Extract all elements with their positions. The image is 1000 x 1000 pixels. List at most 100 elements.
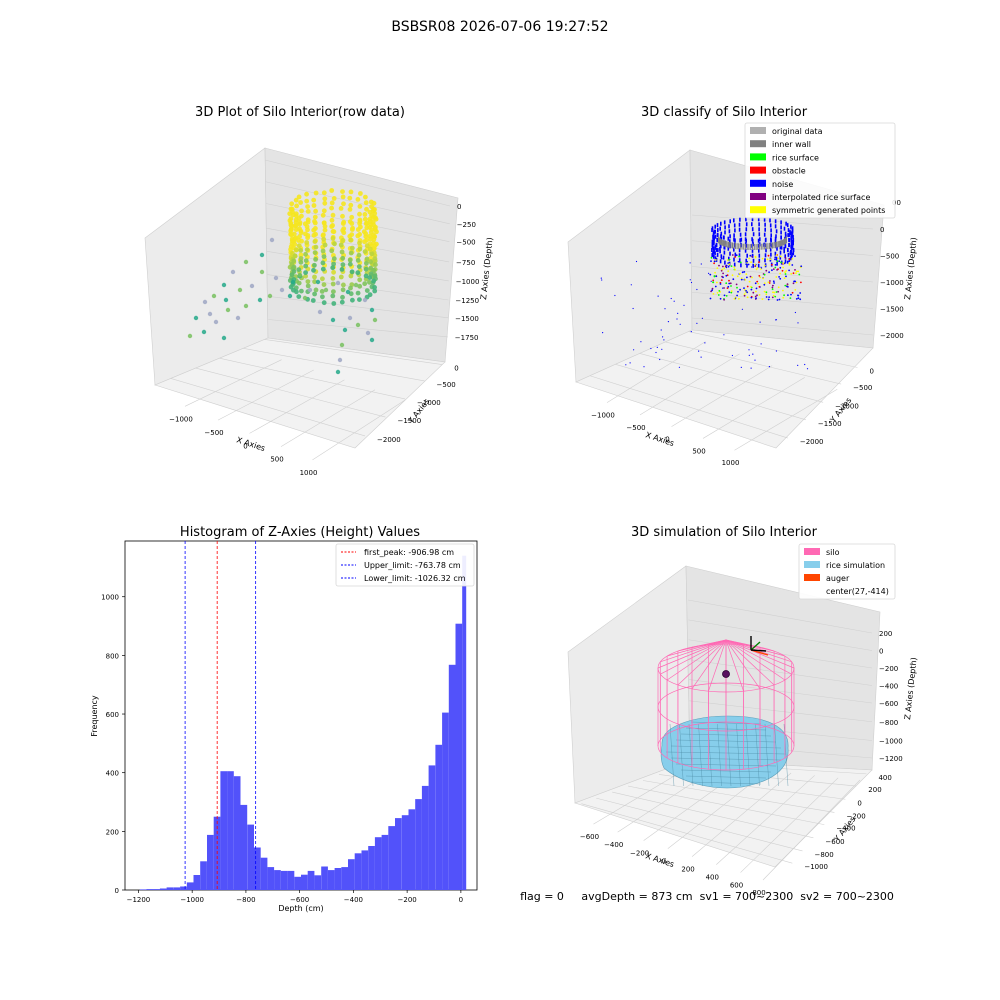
point: [362, 212, 368, 217]
wall-point: [777, 241, 779, 248]
mesh-line: [736, 723, 741, 787]
noise-point: [776, 261, 778, 266]
legend-box: [744, 122, 896, 219]
point: [362, 281, 368, 287]
noise-point: [676, 318, 678, 320]
classified-point: [720, 279, 723, 281]
z-tick: −800: [879, 719, 898, 727]
mesh-line: [745, 723, 751, 787]
point: [337, 357, 343, 363]
noise-point: [769, 218, 771, 223]
noise-point: [729, 219, 731, 224]
noise-point: [758, 222, 760, 227]
wall-point: [726, 241, 728, 248]
wall-point: [744, 243, 746, 250]
noise-point: [713, 239, 715, 244]
classified-point: [788, 263, 791, 266]
classified-point: [722, 265, 724, 268]
point: [312, 219, 317, 224]
point: [340, 238, 346, 243]
wall-point: [783, 238, 785, 245]
point: [367, 209, 373, 215]
point: [249, 283, 255, 289]
histogram-bar: [354, 853, 362, 890]
noise-point: [640, 341, 642, 343]
classified-point: [799, 298, 802, 301]
z-tick: −500: [456, 239, 475, 247]
point: [287, 293, 293, 299]
classified-point: [751, 276, 753, 279]
classified-point: [713, 262, 715, 265]
classified-point: [771, 269, 773, 272]
histogram-bar: [186, 882, 194, 890]
point: [372, 285, 377, 290]
center-marker: [722, 670, 730, 678]
legend-label: auger: [826, 574, 850, 583]
histogram-bar: [254, 847, 261, 890]
legend-label: noise: [772, 180, 793, 189]
classified-point: [722, 272, 724, 275]
x-tick: −500: [204, 429, 223, 437]
noise-point: [689, 279, 691, 281]
point: [372, 317, 378, 323]
histogram-bar: [193, 875, 201, 890]
histogram-bar: [442, 712, 449, 890]
point: [279, 287, 285, 293]
classified-point: [778, 260, 781, 263]
classified-point: [749, 254, 752, 257]
noise-point: [770, 233, 772, 238]
classified-point: [761, 298, 764, 300]
point: [331, 269, 336, 275]
wall-point: [733, 242, 735, 249]
classified-point: [729, 282, 732, 285]
classified-point: [794, 255, 796, 257]
point: [290, 279, 296, 285]
noise-point: [719, 226, 721, 231]
point: [357, 240, 362, 246]
classified-point: [712, 279, 715, 282]
noise-point: [724, 230, 726, 235]
noise-point: [752, 232, 755, 237]
legend-entries: first_peak: -906.98 cm Upper_limit: -763.…: [341, 548, 466, 583]
classified-point: [716, 281, 718, 284]
point: [288, 284, 294, 290]
point: [355, 270, 361, 276]
classified-point: [731, 254, 734, 256]
classified-point: [740, 277, 743, 280]
noise-point: [788, 238, 791, 243]
z-tick: −200: [879, 665, 898, 673]
classified-point: [754, 265, 757, 267]
noise-point: [728, 224, 730, 229]
z-tick: −600: [879, 700, 898, 708]
noise-point: [744, 237, 747, 242]
point: [331, 229, 337, 235]
classified-point: [765, 296, 768, 298]
point: [297, 272, 303, 278]
noise-point: [785, 221, 787, 226]
histogram-bar: [274, 870, 281, 890]
classified-point: [763, 290, 766, 293]
grid-line-y: [170, 378, 366, 437]
grid-line-z: [691, 291, 874, 309]
classified-point: [762, 277, 765, 280]
noise-point: [779, 245, 782, 250]
noise-point: [734, 238, 736, 243]
point: [341, 226, 347, 232]
point: [320, 212, 326, 218]
point: [294, 203, 299, 209]
noise-point: [784, 259, 787, 264]
noise-point: [720, 244, 722, 249]
noise-point: [683, 304, 685, 306]
point: [355, 258, 361, 263]
histogram-bar: [321, 866, 328, 890]
classified-point: [777, 286, 780, 289]
point: [330, 265, 336, 271]
classified-point: [792, 272, 795, 275]
z-tick: −1250: [455, 297, 479, 305]
point: [341, 230, 347, 236]
silo-roof-spoke: [725, 639, 795, 669]
point: [322, 196, 328, 202]
noise-point: [690, 281, 693, 284]
point: [368, 259, 374, 265]
classified-point: [745, 273, 748, 275]
